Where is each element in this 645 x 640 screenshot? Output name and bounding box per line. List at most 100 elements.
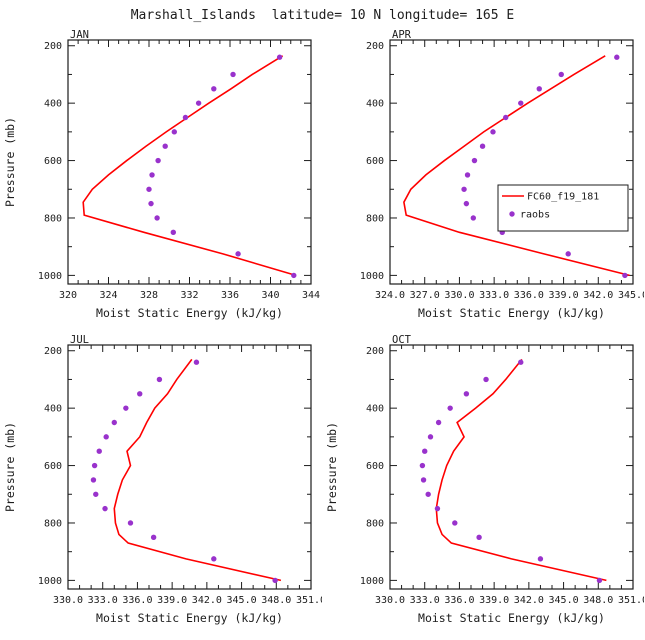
month-label: JAN	[70, 30, 89, 41]
obs-point	[272, 577, 278, 584]
obs-point	[103, 434, 109, 440]
y-axis-label: Pressure (mb)	[3, 117, 17, 207]
obs-point	[93, 491, 99, 497]
chart-panel-oct: 200 400 600 800 1000 330.0 333.0 336.0 339.0 342.…	[325, 335, 644, 625]
x-tick-label: 320	[59, 290, 77, 301]
x-tick-label: 342.0	[514, 595, 544, 606]
obs-point	[434, 505, 441, 512]
y-tick-label: 800	[44, 518, 62, 529]
y-tick-label: 400	[366, 404, 384, 415]
obs-point	[536, 86, 542, 92]
y-tick-label: 600	[366, 461, 384, 472]
x-axis-label: Moist Static Energy (kJ/kg)	[96, 306, 283, 320]
obs-point	[483, 376, 489, 383]
obs-point	[96, 448, 102, 454]
obs-point	[463, 391, 470, 397]
model-line	[403, 55, 630, 277]
panel-grid: 200 400 600 800 1000 320 324 328 332 336 340 344 JAN…	[0, 30, 645, 640]
obs-point	[447, 405, 453, 411]
obs-point	[162, 143, 168, 149]
obs-point	[518, 359, 524, 365]
y-tick-label: 1000	[360, 271, 384, 282]
obs-point	[150, 534, 157, 541]
x-tick-label: 348.0	[583, 595, 613, 606]
model-line	[82, 55, 297, 277]
obs-point	[419, 462, 426, 469]
obs-point	[471, 157, 478, 164]
obs-point	[452, 520, 458, 526]
x-tick-label: 328	[140, 290, 158, 301]
x-axis-label: Moist Static Energy (kJ/kg)	[418, 611, 605, 625]
obs-point	[622, 272, 628, 279]
month-label: APR	[392, 30, 412, 41]
obs-point	[235, 251, 241, 257]
y-tick-label: 1000	[38, 271, 62, 282]
y-tick-label: 600	[44, 156, 62, 167]
obs-point	[171, 129, 178, 135]
y-axis-label: Pressure (mb)	[3, 422, 17, 512]
obs-point	[155, 157, 161, 164]
y-tick-label: 1000	[360, 576, 384, 587]
obs-point	[154, 215, 160, 221]
legend-obs-label: raobs	[520, 210, 550, 221]
obs-point	[193, 359, 200, 365]
axis-box	[67, 344, 312, 590]
obs-point	[211, 86, 217, 92]
obs-point	[91, 462, 98, 469]
y-tick-label: 200	[44, 346, 62, 357]
obs-point	[476, 534, 482, 541]
x-tick-label: 324	[99, 290, 117, 301]
obs-point	[537, 556, 544, 562]
x-axis-label: Moist Static Energy (kJ/kg)	[418, 306, 605, 320]
y-tick-label: 200	[366, 346, 384, 357]
x-tick-label: 333.0	[479, 290, 509, 301]
y-tick-label: 1000	[38, 576, 62, 587]
obs-point	[558, 71, 564, 78]
x-tick-label: 339.0	[157, 595, 187, 606]
x-tick-label: 342.0	[192, 595, 222, 606]
x-tick-label: 348.0	[261, 595, 291, 606]
obs-point	[565, 251, 571, 257]
obs-point	[276, 54, 283, 60]
obs-point	[137, 391, 143, 397]
obs-point	[148, 200, 154, 207]
x-tick-label: 345.0	[549, 595, 579, 606]
x-tick-label: 330.0	[375, 595, 405, 606]
x-tick-label: 345.0	[618, 290, 644, 301]
x-tick-label: 330.0	[444, 290, 474, 301]
x-tick-label: 336.0	[122, 595, 152, 606]
obs-point	[490, 129, 496, 135]
legend-obs-marker	[509, 211, 515, 217]
x-tick-label: 336.0	[444, 595, 474, 606]
obs-point	[422, 448, 428, 454]
chart-panel-jul: 200 400 600 800 1000 330.0 333.0 336.0 339.0 342.…	[3, 335, 322, 625]
obs-point	[614, 54, 620, 60]
obs-point	[596, 577, 603, 584]
legend-box	[497, 184, 629, 232]
x-axis-label: Moist Static Energy (kJ/kg)	[96, 611, 283, 625]
x-tick-label: 324.0	[375, 290, 405, 301]
x-tick-label: 344	[302, 290, 320, 301]
obs-point	[427, 434, 434, 440]
x-tick-label: 351.0	[618, 595, 644, 606]
obs-point	[291, 272, 297, 279]
obs-point	[156, 376, 163, 383]
x-tick-label: 345.0	[227, 595, 257, 606]
obs-point	[182, 114, 189, 121]
obs-point	[149, 172, 155, 178]
y-tick-label: 200	[44, 41, 62, 52]
obs-point	[479, 143, 486, 149]
y-axis-label: Pressure (mb)	[325, 422, 339, 512]
obs-point	[463, 200, 470, 207]
obs-point	[170, 229, 176, 236]
x-tick-label: 351.0	[296, 595, 322, 606]
x-tick-label: 330.0	[53, 595, 83, 606]
x-tick-label: 327.0	[410, 290, 440, 301]
obs-point	[420, 477, 427, 483]
figure-title: Marshall_Islands latitude= 10 N longitud…	[130, 8, 515, 23]
obs-point	[230, 71, 236, 78]
model-line	[435, 358, 607, 582]
obs-point	[425, 491, 431, 497]
model-line	[113, 358, 282, 582]
